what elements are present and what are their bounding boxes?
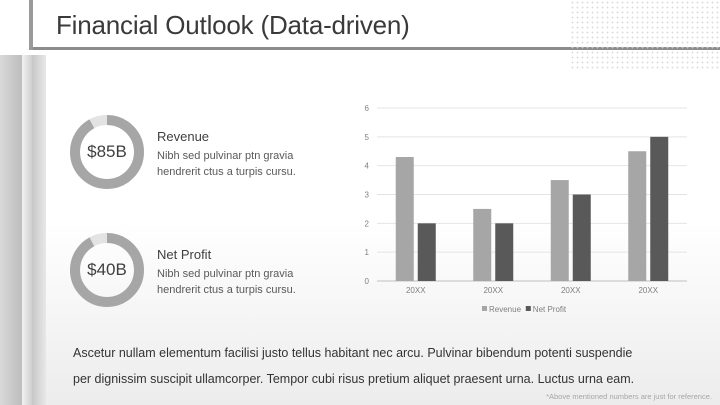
legend-swatch (482, 306, 487, 311)
header: Financial Outlook (Data-driven) (0, 0, 720, 70)
bar-chart-svg: 0 1 2 3 4 5 6 20XX 20XX 20XX 20XX Revenue Net Profit (365, 104, 687, 314)
revenue-bar (628, 151, 647, 281)
body-text-line: per dignissim suscipit ullamcorper. Temp… (73, 372, 635, 386)
revenue-label: Revenue (157, 129, 210, 144)
revenue-desc-line: Nibh sed pulvinar ptn gravia (157, 150, 294, 162)
net-profit-bar (572, 194, 591, 281)
net-profit-bar (650, 136, 669, 281)
revenue-value: $85B (87, 142, 127, 161)
body-text-line: Ascetur nullam elementum facilisi justo … (73, 346, 633, 360)
net-profit-donut: $40B (70, 233, 144, 307)
side-strip (0, 55, 22, 405)
y-tick-label: 1 (365, 248, 370, 257)
x-tick-label: 20XX (638, 286, 658, 295)
net-profit-desc-line: hendrerit ctus a turpis cursu. (157, 284, 296, 296)
bar-chart: 0 1 2 3 4 5 6 20XX 20XX 20XX 20XX Revenue Net Profit (345, 98, 695, 323)
decorative-side-strips (0, 55, 46, 405)
page-title: Financial Outlook (Data-driven) (56, 10, 410, 40)
legend-swatch (525, 306, 531, 311)
y-tick-label: 4 (365, 162, 370, 171)
net-profit-value: $40B (87, 260, 127, 279)
x-tick-label: 20XX (406, 286, 426, 295)
net-profit-bar (495, 223, 514, 281)
side-strip (32, 55, 46, 405)
donut-fill (70, 115, 144, 189)
y-tick-label: 6 (365, 104, 370, 113)
revenue-desc-line: hendrerit ctus a turpis cursu. (157, 166, 296, 178)
revenue-description: Nibh sed pulvinar ptn gravia hendrerit c… (157, 148, 327, 180)
x-tick-label: 20XX (561, 286, 581, 295)
header-dot-pattern (570, 0, 720, 70)
side-strip (22, 55, 32, 405)
body-text: Ascetur nullam elementum facilisi justo … (73, 340, 693, 392)
legend-label: Net Profit (533, 305, 567, 314)
net-profit-desc-line: Nibh sed pulvinar ptn gravia (157, 268, 294, 280)
net-profit-donut-graphic (70, 233, 144, 307)
net-profit-label: Net Profit (157, 247, 212, 262)
net-profit-description: Nibh sed pulvinar ptn gravia hendrerit c… (157, 266, 327, 298)
net-profit-bar (417, 223, 436, 281)
revenue-bar (395, 157, 414, 281)
header-accent-bar (0, 0, 33, 50)
y-tick-label: 0 (365, 277, 370, 286)
revenue-donut: $85B (70, 115, 144, 189)
revenue-bar (473, 208, 492, 281)
footnote: *Above mentioned numbers are just for re… (546, 392, 712, 401)
y-tick-label: 2 (365, 219, 370, 228)
revenue-donut-graphic (70, 115, 144, 189)
legend-label: Revenue (489, 305, 522, 314)
x-tick-label: 20XX (483, 286, 503, 295)
revenue-bar (550, 180, 569, 281)
y-tick-label: 3 (365, 191, 370, 200)
y-tick-label: 5 (365, 133, 370, 142)
donut-fill (70, 233, 144, 307)
